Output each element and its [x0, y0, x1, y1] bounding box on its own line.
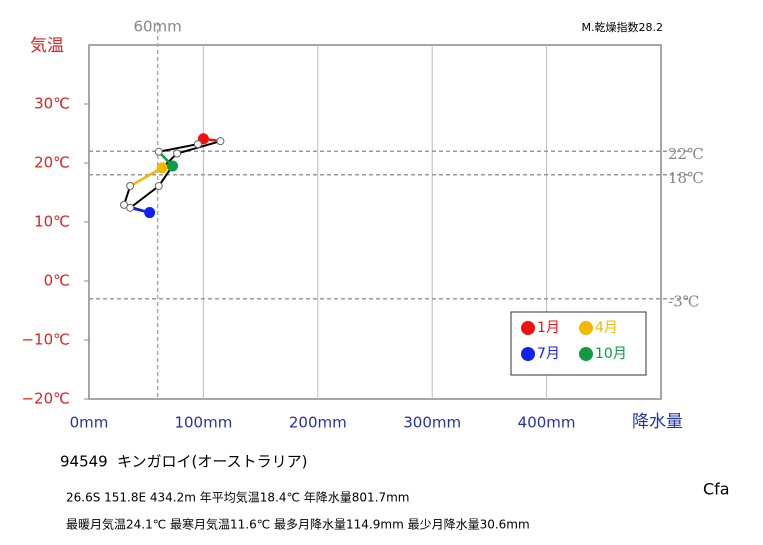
month-point: [154, 147, 163, 156]
y-tick-label: 30℃: [34, 95, 70, 113]
highlight-point: [197, 133, 209, 145]
x-tick-label: 0mm: [70, 414, 109, 432]
highlight-segment: [129, 166, 163, 188]
reference-label: 22℃: [668, 145, 704, 163]
x-tick-label: 200mm: [289, 414, 347, 432]
month-point: [193, 140, 202, 149]
station-id: 94549: [60, 453, 108, 471]
legend-label: 4月: [595, 320, 618, 336]
y-axis-label: 気温: [30, 36, 64, 56]
aridity-index: M.乾燥指数28.2: [582, 20, 663, 34]
month-point: [126, 203, 135, 212]
info-line: 最暖月気温24.1℃ 最寒月気温11.6℃ 最多月降水量114.9mm 最少月降…: [66, 517, 530, 532]
legend-swatch: [579, 321, 593, 335]
highlight-point: [144, 207, 156, 219]
month-point: [154, 182, 163, 191]
x-tick-label: 300mm: [403, 414, 461, 432]
legend-label: 10月: [595, 346, 627, 362]
legend-label: 7月: [537, 346, 560, 362]
reference-label: 60mm: [133, 18, 181, 36]
highlight-point: [156, 162, 168, 174]
y-tick-label: −10℃: [21, 331, 70, 349]
y-tick-label: 10℃: [34, 213, 70, 231]
climate-class: Cfa: [703, 480, 730, 499]
y-tick-label: 20℃: [34, 154, 70, 172]
legend-label: 1月: [537, 320, 560, 336]
legend: [510, 311, 647, 376]
month-point: [216, 137, 225, 146]
highlight-point: [167, 160, 179, 172]
reference-label: 18℃: [668, 169, 704, 187]
x-axis-label: 降水量: [632, 412, 683, 432]
info-line: 26.6S 151.8E 434.2m 年平均気温18.4℃ 年降水量801.7…: [66, 490, 410, 505]
reference-label: -3℃: [668, 293, 699, 311]
x-tick-label: 400mm: [518, 414, 576, 432]
legend-swatch: [521, 321, 535, 335]
legend-swatch: [579, 347, 593, 361]
legend-swatch: [521, 347, 535, 361]
station-name: キンガロイ(オーストラリア): [117, 453, 308, 471]
month-point: [126, 182, 135, 191]
y-tick-label: −20℃: [21, 390, 70, 408]
x-tick-label: 100mm: [174, 414, 232, 432]
month-point: [173, 149, 182, 158]
y-tick-label: 0℃: [44, 272, 70, 290]
